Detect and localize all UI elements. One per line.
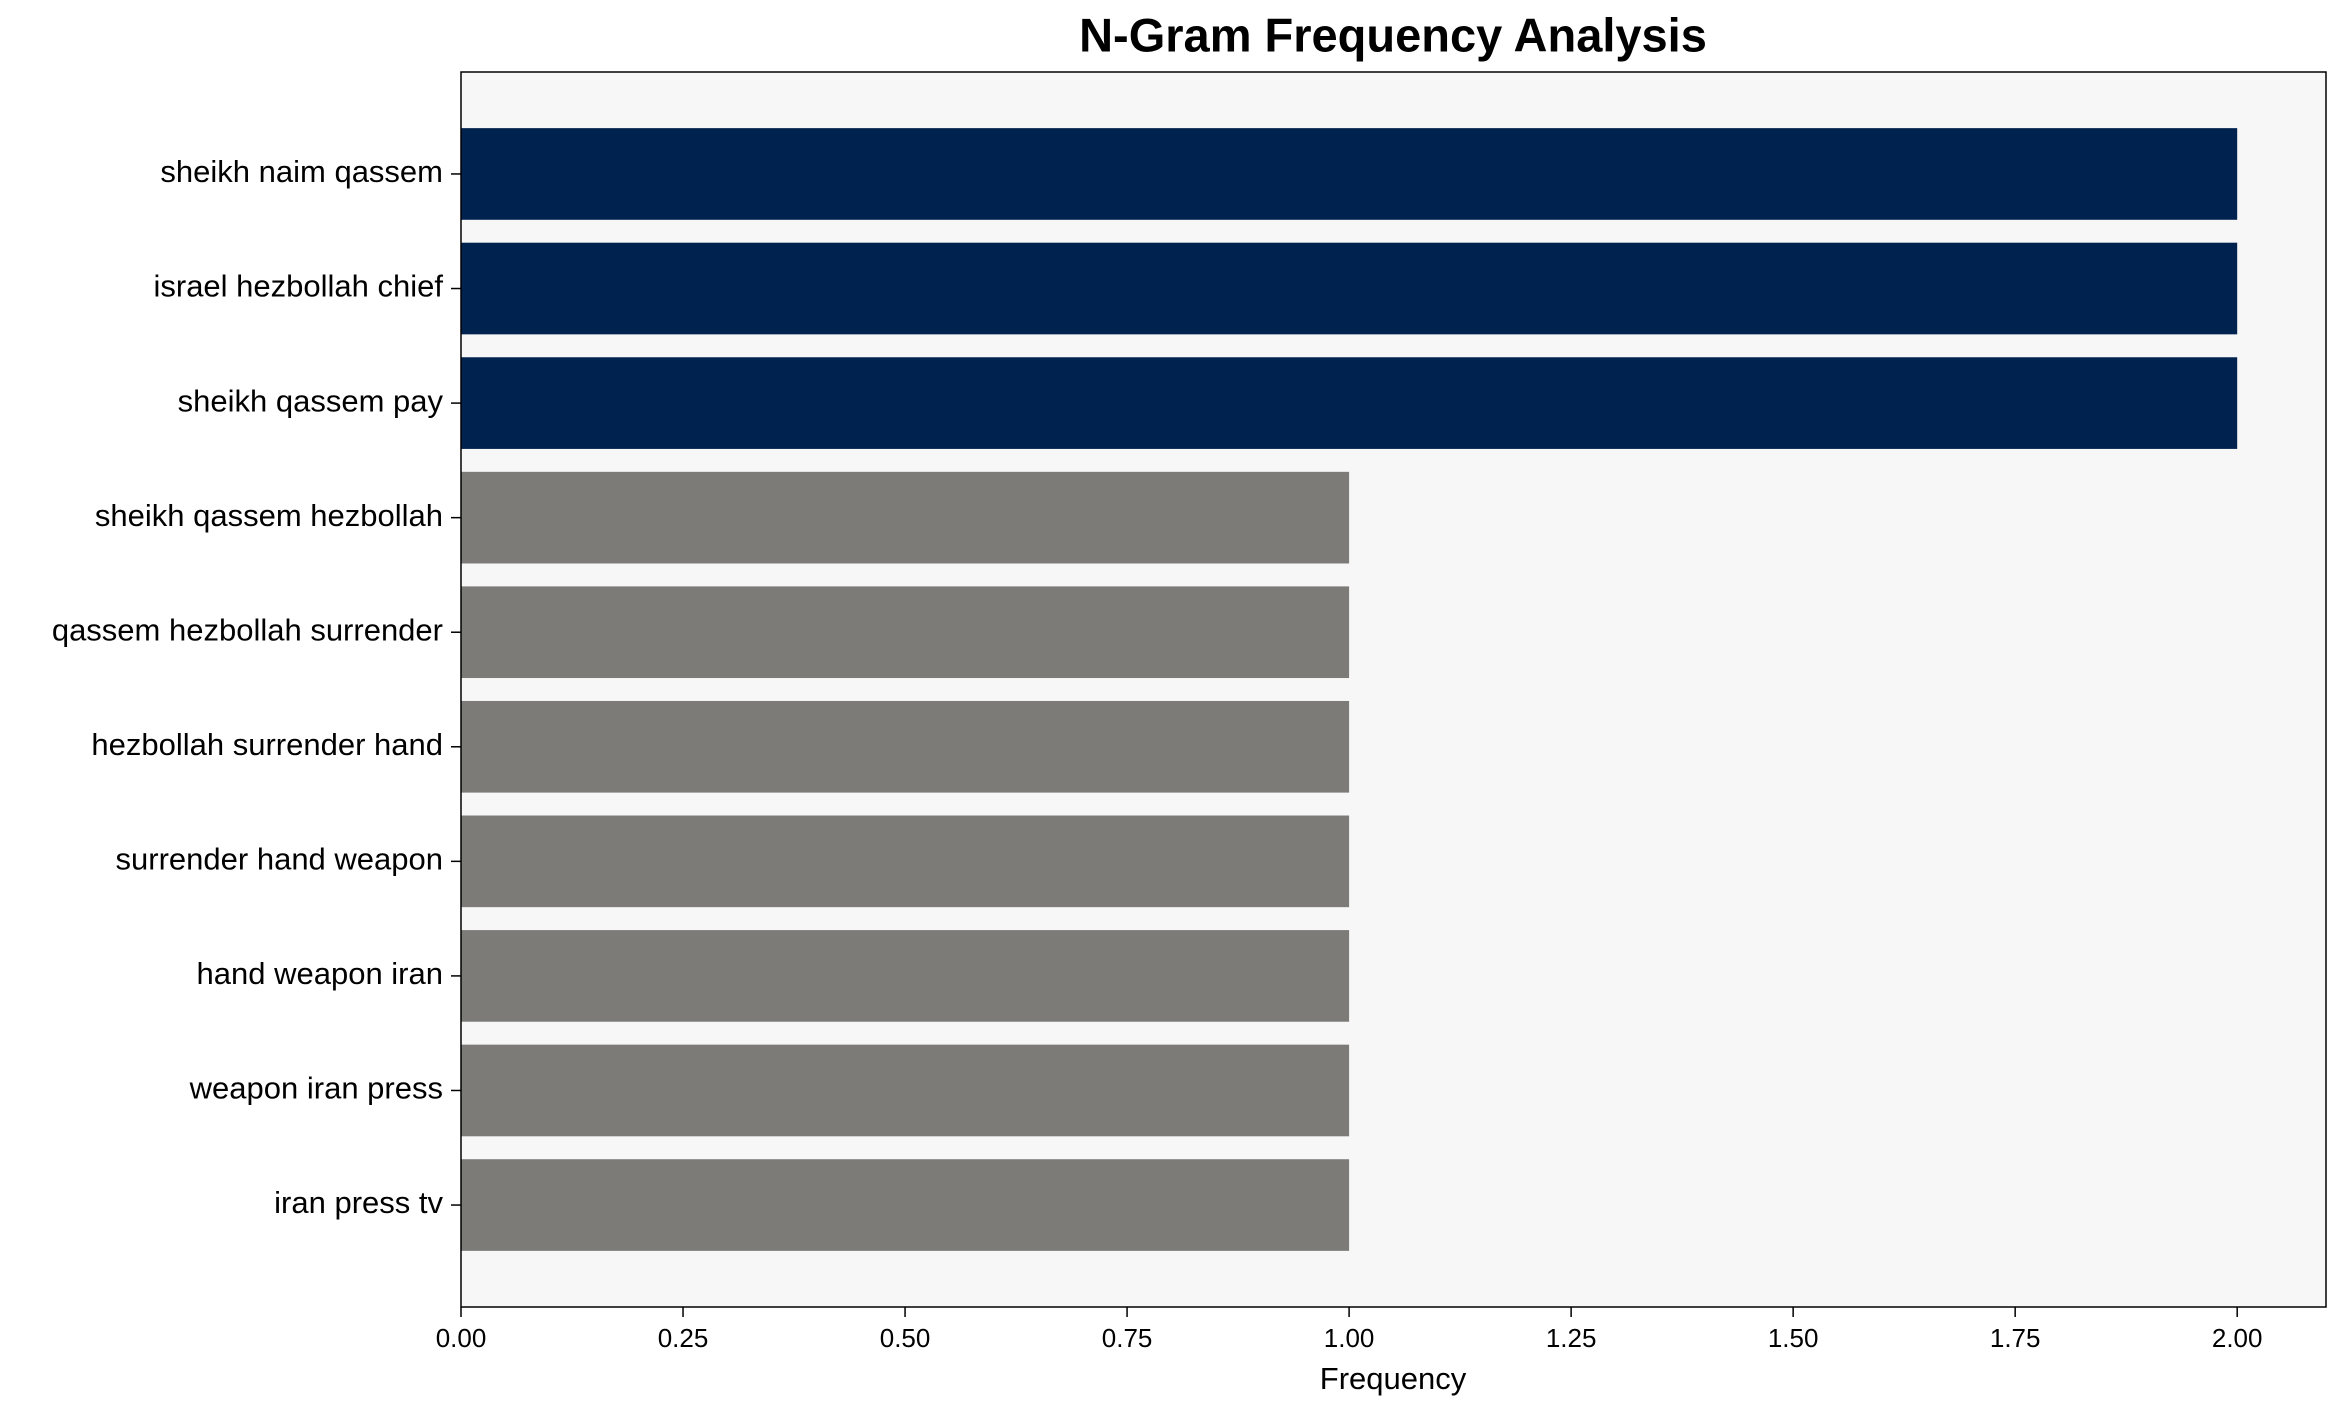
y-tick-label: qassem hezbollah surrender	[52, 612, 443, 647]
bar	[461, 242, 2238, 335]
x-tick-label: 0.00	[436, 1323, 487, 1353]
bar	[461, 700, 1350, 793]
y-tick-label: israel hezbollah chief	[153, 269, 443, 304]
bar	[461, 930, 1350, 1022]
plot-frame	[460, 71, 2327, 1308]
x-tick-label: 1.00	[1324, 1323, 1375, 1353]
bar	[461, 471, 1350, 564]
x-tick-label: 1.50	[1768, 1323, 1819, 1353]
x-axis-label: Frequency	[1320, 1361, 1467, 1396]
y-tick-label: sheikh qassem hezbollah	[95, 498, 443, 533]
x-tick-label: 1.25	[1546, 1323, 1597, 1353]
x-tick-label: 1.75	[1990, 1323, 2041, 1353]
y-tick-label: sheikh naim qassem	[160, 154, 443, 189]
x-tick-label: 2.00	[2212, 1323, 2263, 1353]
x-tick-label: 0.75	[1102, 1323, 1153, 1353]
bar	[461, 357, 2238, 449]
x-tick-label: 0.50	[880, 1323, 931, 1353]
y-tick-label: iran press tv	[274, 1185, 443, 1220]
bar	[461, 1159, 1350, 1251]
x-tick-label: 0.25	[658, 1323, 709, 1353]
bar	[461, 815, 1350, 908]
y-tick-label: weapon iran press	[189, 1071, 443, 1106]
y-tick-label: surrender hand weapon	[116, 842, 443, 877]
bar	[461, 586, 1350, 679]
bar	[461, 128, 2238, 220]
bar	[461, 1044, 1350, 1137]
chart-title: N-Gram Frequency Analysis	[1079, 8, 1707, 61]
y-tick-label: sheikh qassem pay	[178, 383, 444, 418]
y-tick-label: hand weapon iran	[197, 956, 443, 991]
y-tick-label: hezbollah surrender hand	[91, 727, 443, 762]
